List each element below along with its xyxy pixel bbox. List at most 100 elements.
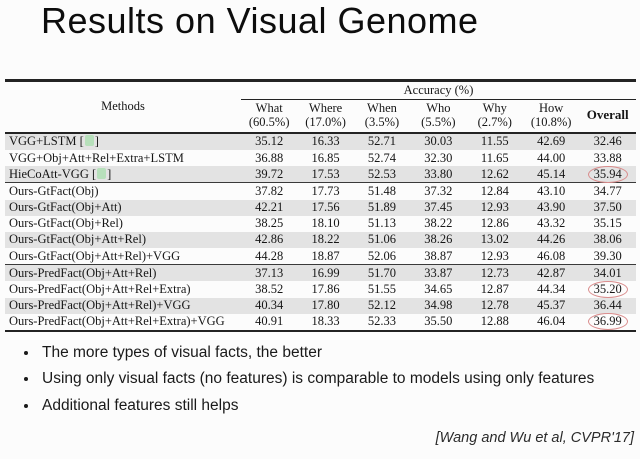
table-body: VGG+LSTM [] 35.12 16.33 52.71 30.03 11.55 42.6… bbox=[5, 132, 637, 331]
red-ellipse-highlight: 36.99 bbox=[587, 313, 628, 331]
value-cell: 46.04 bbox=[537, 314, 566, 329]
column-header: How (10.8%) bbox=[522, 99, 580, 134]
value-cell: 39.72 bbox=[255, 166, 284, 181]
value-cell: 12.87 bbox=[480, 282, 509, 297]
method-cell: Ours-GtFact(Obj+Rel) bbox=[9, 216, 123, 231]
column-header: Who (5.5%) bbox=[410, 99, 467, 134]
method-cell: Ours-GtFact(Obj) bbox=[5, 182, 241, 200]
method-cell: Ours-PredFact(Obj+Att+Rel)+VGG bbox=[9, 298, 191, 313]
value-cell: 52.12 bbox=[367, 298, 397, 313]
value-cell: 42.21 bbox=[255, 200, 284, 215]
value-cell: 44.28 bbox=[255, 248, 284, 263]
value-cell: 16.85 bbox=[311, 150, 340, 165]
value-cell: 51.55 bbox=[367, 282, 397, 297]
value-cell: 51.06 bbox=[367, 232, 397, 247]
value-cell: 38.25 bbox=[255, 216, 284, 231]
value-cell: 52.71 bbox=[367, 134, 397, 149]
value-cell: 11.65 bbox=[480, 150, 509, 165]
table-row: Ours-PredFact(Obj+Att+Rel)+VGG 40.34 17.80… bbox=[5, 297, 637, 314]
value-cell: 42.87 bbox=[522, 264, 580, 282]
overall-value-cell: 36.44 bbox=[593, 298, 622, 313]
red-ellipse-highlight: 35.20 bbox=[587, 281, 628, 299]
citation-highlight bbox=[84, 135, 94, 147]
column-header: What (60.5%) bbox=[241, 99, 298, 134]
table-row: Ours-PredFact(Obj+Att+Rel) 37.13 16.99 51.7… bbox=[5, 264, 637, 282]
value-cell: 11.55 bbox=[480, 134, 509, 149]
overall-value-cell: 37.50 bbox=[593, 200, 622, 215]
overall-value-cell: 36.99 bbox=[579, 313, 636, 331]
value-cell: 17.80 bbox=[311, 298, 340, 313]
overall-value-cell: 35.94 bbox=[579, 165, 636, 183]
value-cell: 38.87 bbox=[424, 248, 453, 263]
method-cell: Ours-PredFact(Obj+Att+Rel+Extra)+VGG bbox=[9, 314, 225, 329]
method-cell: Ours-PredFact(Obj+Att+Rel) bbox=[5, 264, 241, 282]
value-cell: 18.22 bbox=[311, 232, 340, 247]
value-cell: 36.88 bbox=[255, 150, 284, 165]
value-cell: 51.70 bbox=[353, 264, 411, 282]
value-cell: 18.87 bbox=[311, 248, 340, 263]
table-row: Ours-GtFact(Obj+Att) 42.21 17.56 51.89 37.45… bbox=[5, 199, 637, 216]
value-cell: 44.34 bbox=[537, 282, 566, 297]
bullet-item: The more types of visual facts, the bett… bbox=[39, 342, 640, 364]
value-cell: 44.00 bbox=[537, 150, 566, 165]
column-header: When (3.5%) bbox=[353, 99, 411, 134]
value-cell: 52.74 bbox=[367, 150, 397, 165]
value-cell: 37.82 bbox=[241, 182, 298, 200]
overall-value-cell: 35.15 bbox=[593, 216, 622, 231]
results-table: Methods Accuracy (%) What (60.5%) Where (17… bbox=[5, 79, 637, 332]
value-cell: 51.13 bbox=[367, 216, 397, 231]
value-cell: 13.02 bbox=[480, 232, 509, 247]
bullet-item: Additional features still helps bbox=[39, 395, 640, 417]
value-cell: 38.26 bbox=[424, 232, 453, 247]
bullet-item: Using only visual facts (no features) is… bbox=[39, 368, 640, 390]
method-cell: Ours-GtFact(Obj+Att+Rel) bbox=[9, 232, 146, 247]
value-cell: 45.14 bbox=[537, 166, 566, 181]
value-cell: 51.48 bbox=[353, 182, 411, 200]
table-row: VGG+Obj+Att+Rel+Extra+LSTM 36.88 16.85 52.7… bbox=[5, 150, 636, 166]
page-title: Results on Visual Genome bbox=[41, 0, 479, 41]
value-cell: 38.52 bbox=[255, 282, 284, 297]
red-ellipse-highlight: 35.94 bbox=[587, 165, 628, 183]
citation-highlight bbox=[97, 167, 107, 179]
table-row: HieCoAtt-VGG [] 39.72 17.53 52.53 33.80 12.62… bbox=[5, 165, 637, 183]
value-cell: 16.33 bbox=[311, 134, 340, 149]
value-cell: 12.84 bbox=[466, 182, 523, 200]
value-cell: 33.80 bbox=[424, 166, 453, 181]
value-cell: 38.22 bbox=[424, 216, 453, 231]
method-cell: VGG+LSTM [] bbox=[9, 134, 99, 149]
footer-citation: [Wang and Wu et al, CVPR'17] bbox=[435, 430, 634, 446]
column-header: Why (2.7%) bbox=[466, 99, 523, 134]
method-cell: Ours-PredFact(Obj+Att+Rel+Extra) bbox=[9, 282, 191, 297]
value-cell: 52.33 bbox=[367, 314, 397, 329]
value-cell: 42.69 bbox=[537, 134, 566, 149]
value-cell: 12.78 bbox=[480, 298, 509, 313]
overall-value-cell: 34.01 bbox=[579, 264, 637, 282]
value-cell: 37.32 bbox=[410, 182, 467, 200]
column-headers-row: What (60.5%) Where (17.0%) When (3.5%) Who (5.5… bbox=[5, 99, 637, 134]
value-cell: 30.03 bbox=[424, 134, 453, 149]
value-cell: 12.86 bbox=[480, 216, 509, 231]
value-cell: 17.53 bbox=[311, 166, 340, 181]
overall-column-header: Overall bbox=[579, 99, 637, 134]
value-cell: 45.37 bbox=[537, 298, 566, 313]
overall-value-cell: 39.30 bbox=[593, 248, 622, 263]
overall-value-cell: 38.06 bbox=[593, 232, 622, 247]
value-cell: 52.06 bbox=[367, 248, 397, 263]
value-cell: 35.12 bbox=[255, 134, 284, 149]
table-row: Ours-GtFact(Obj) 37.82 17.73 51.48 37.32 12.8… bbox=[5, 182, 637, 200]
value-cell: 32.30 bbox=[424, 150, 453, 165]
value-cell: 17.73 bbox=[297, 182, 354, 200]
table-row: Ours-GtFact(Obj+Att+Rel)+VGG 44.28 18.87 52… bbox=[5, 248, 636, 265]
value-cell: 12.93 bbox=[480, 248, 509, 263]
method-cell: Ours-GtFact(Obj+Att) bbox=[9, 200, 122, 215]
value-cell: 35.50 bbox=[424, 314, 453, 329]
method-cell: Ours-GtFact(Obj+Att+Rel)+VGG bbox=[9, 248, 181, 263]
table-row: Ours-GtFact(Obj+Rel) 38.25 18.10 51.13 38.22… bbox=[5, 216, 636, 232]
method-cell: VGG+Obj+Att+Rel+Extra+LSTM bbox=[9, 150, 184, 165]
value-cell: 51.89 bbox=[367, 200, 397, 215]
value-cell: 34.98 bbox=[424, 298, 453, 313]
value-cell: 12.73 bbox=[466, 264, 523, 282]
overall-value-cell: 32.46 bbox=[593, 134, 622, 149]
value-cell: 43.32 bbox=[537, 216, 566, 231]
